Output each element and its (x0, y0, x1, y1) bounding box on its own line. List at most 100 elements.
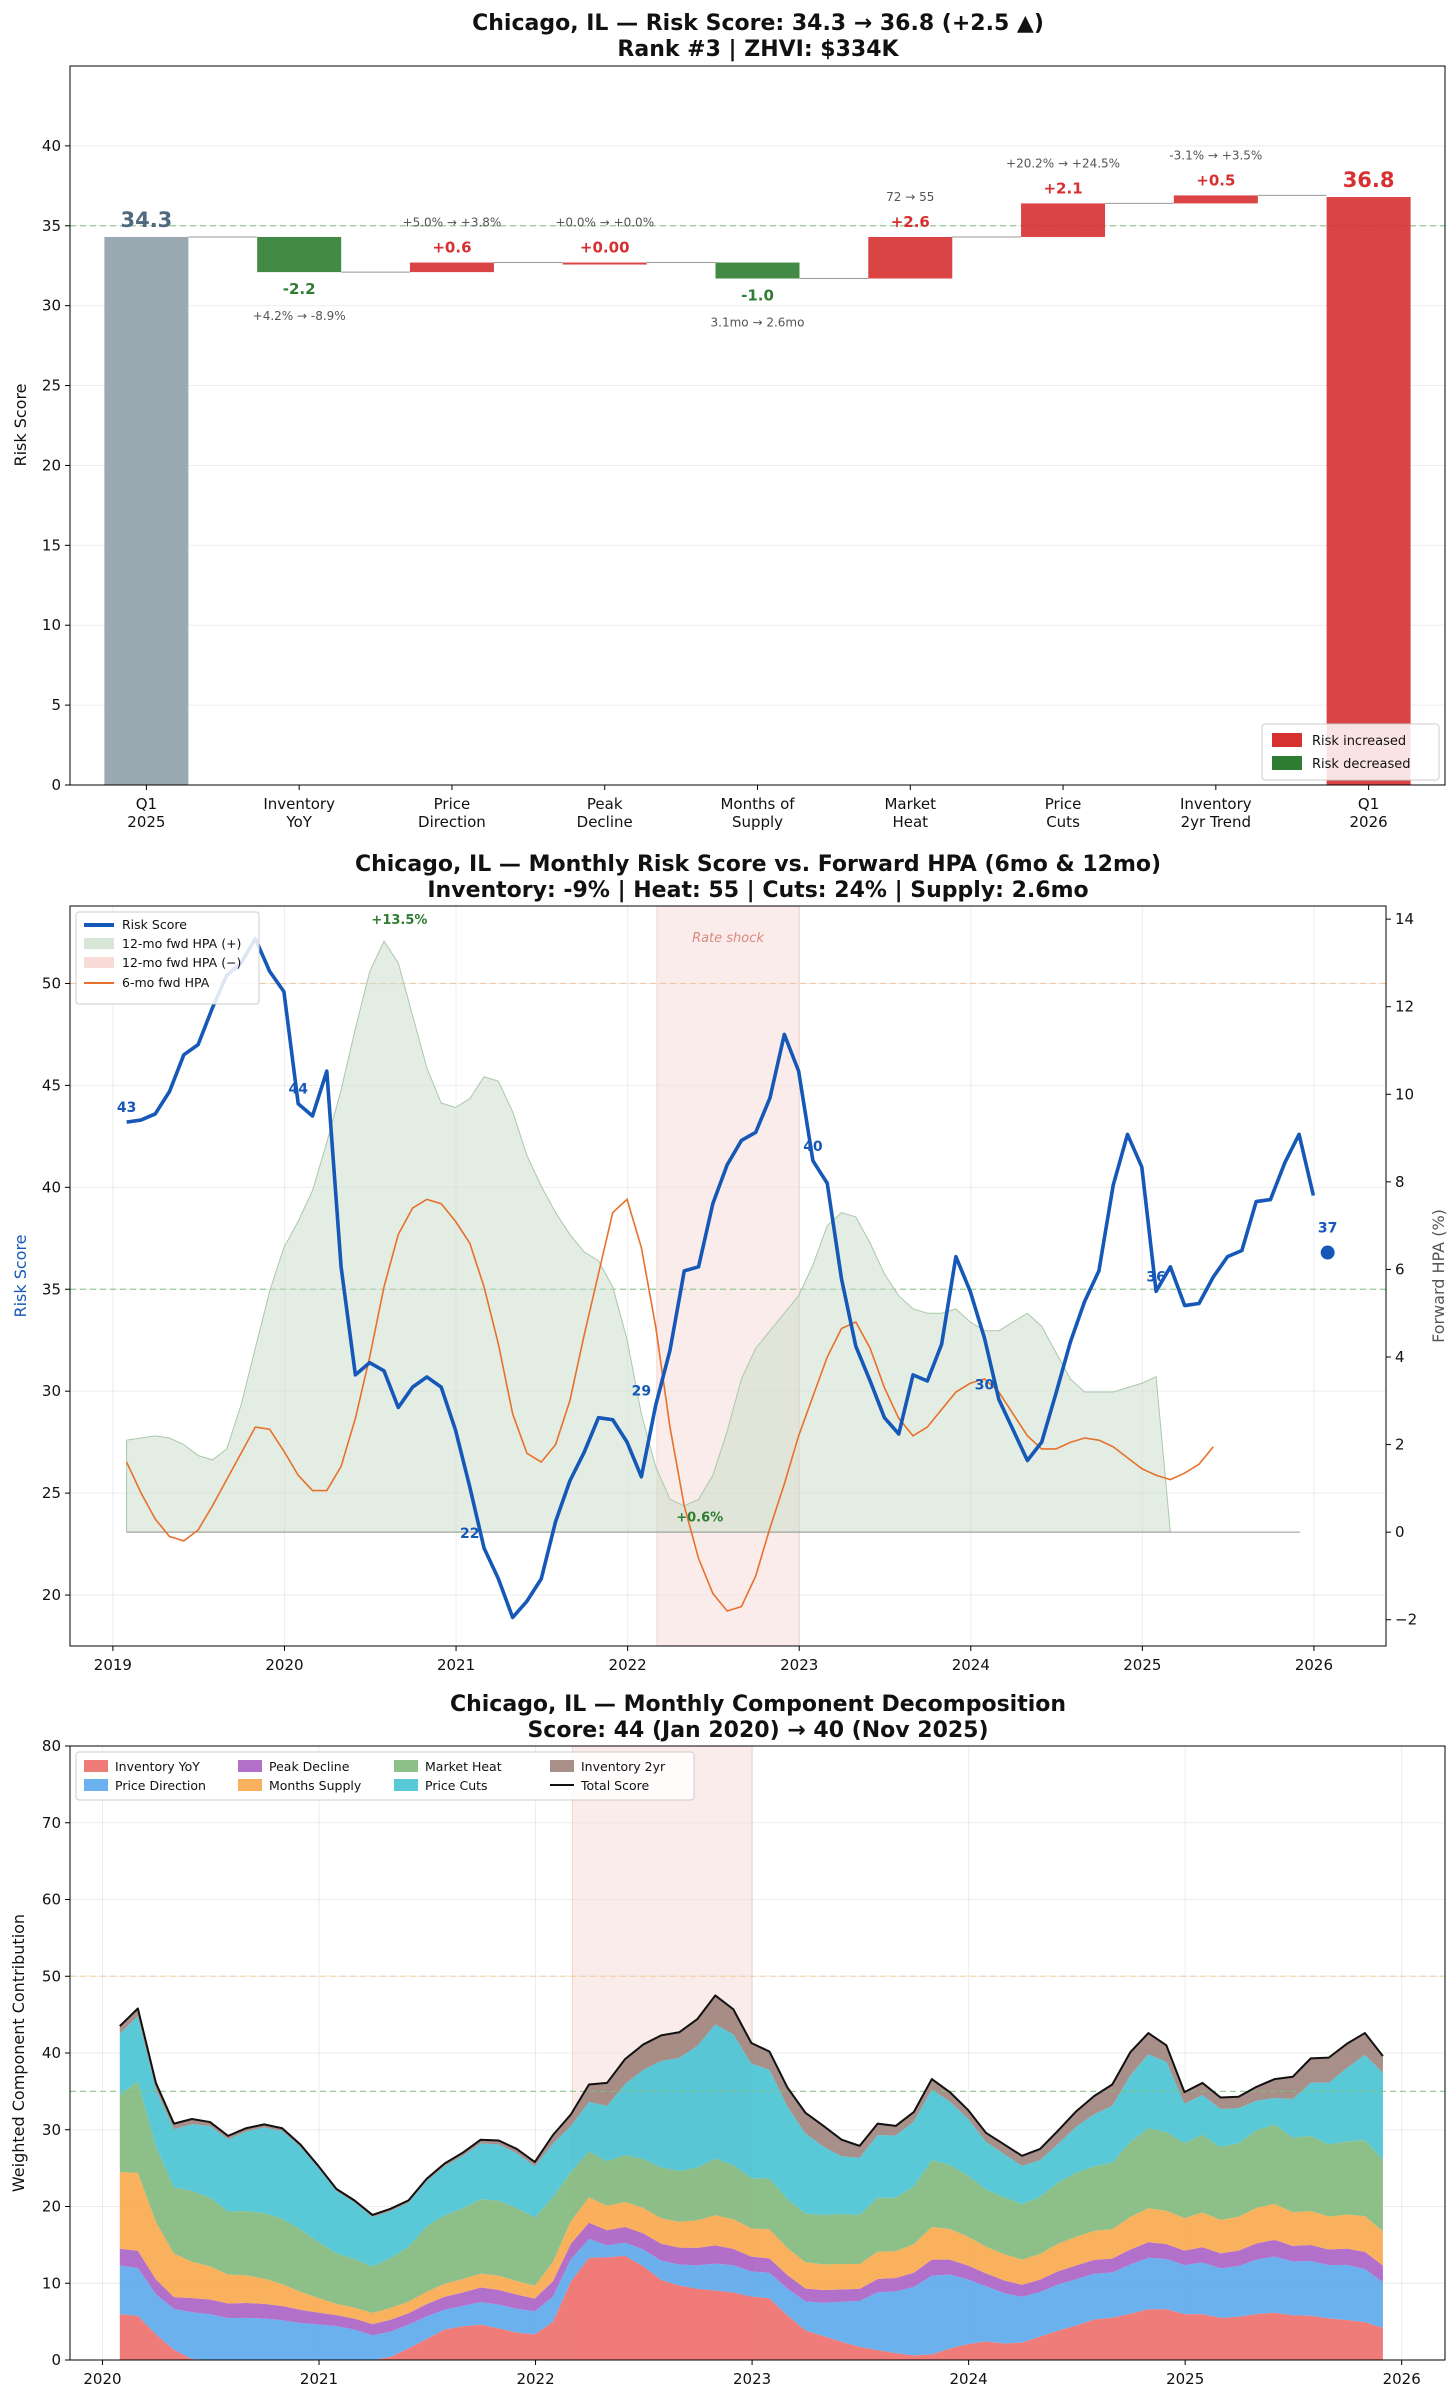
y-tick-label: 70 (42, 1814, 61, 1832)
waterfall-bar (1021, 203, 1106, 237)
waterfall-bar (104, 236, 189, 785)
risk-score-point-label: 22 (460, 1526, 479, 1542)
y-left-tick-label: 40 (42, 1178, 61, 1196)
y-right-tick-label: 12 (1395, 998, 1414, 1016)
delta-value-label: -2.2 (283, 280, 316, 298)
y-right-tick-label: 8 (1395, 1173, 1405, 1191)
decomposition-subtitle: Score: 44 (Jan 2020) → 40 (Nov 2025) (527, 1718, 988, 1743)
legend-label: Peak Decline (269, 1759, 350, 1774)
waterfall-bar (562, 262, 647, 265)
legend-label: Market Heat (425, 1759, 502, 1774)
risk-score-line (126, 936, 1316, 1620)
legend-label: Inventory YoY (115, 1759, 200, 1774)
y-right-tick-label: 4 (1395, 1348, 1405, 1366)
legend-hpa12-neg-swatch (84, 957, 114, 968)
legend-swatch (394, 1779, 418, 1791)
x-tick-label: 2020 (265, 1656, 303, 1674)
x-tick-label: 2021 (437, 1656, 475, 1674)
x-tick-label: Peak (587, 795, 623, 813)
delta-note-label: -3.1% → +3.5% (1169, 148, 1262, 162)
y-tick-label: 5 (51, 696, 61, 714)
legend-hpa12-pos-label: 12-mo fwd HPA (+) (122, 936, 241, 951)
total-value-label: 34.3 (120, 208, 172, 232)
y-left-tick-label: 30 (42, 1382, 61, 1400)
waterfall-bar (715, 262, 800, 279)
y-tick-label: 0 (51, 776, 61, 794)
y-tick-label: 10 (42, 616, 61, 634)
legend-swatch (238, 1760, 262, 1772)
y-tick-label: 30 (42, 2121, 61, 2139)
y-tick-label: 30 (42, 297, 61, 315)
x-tick-label: Decline (577, 813, 633, 831)
waterfall-legend: Risk increased Risk decreased (1261, 723, 1440, 781)
y-tick-label: 40 (42, 137, 61, 155)
rate-shock-band (656, 905, 800, 1647)
legend-swatch (550, 1760, 574, 1772)
waterfall-panel: Chicago, IL — Risk Score: 34.3 → 36.8 (+… (11, 11, 1446, 831)
legend-label: Price Cuts (425, 1778, 488, 1793)
y-tick-label: 35 (42, 217, 61, 235)
risk-hpa-right-axis-label: Forward HPA (%) (1429, 1209, 1448, 1343)
delta-note-label: +4.2% → -8.9% (253, 309, 346, 323)
x-tick-label: 2025 (1123, 1656, 1161, 1674)
component-area-price-cuts (119, 2016, 1383, 2267)
decomposition-panel: Chicago, IL — Monthly Component Decompos… (9, 1692, 1446, 2388)
component-area-peak-decline (119, 2222, 1383, 2336)
total-score-line (119, 1994, 1384, 2216)
legend-label: Months Supply (269, 1778, 362, 1793)
rate-shock-label: Rate shock (692, 931, 764, 946)
risk-score-point-label: 44 (288, 1082, 308, 1098)
x-tick-label: Inventory (1180, 795, 1252, 813)
x-tick-label: Months of (720, 795, 795, 813)
legend-decrease-label: Risk decreased (1312, 757, 1411, 772)
legend-swatch (84, 1779, 108, 1791)
legend-swatch (238, 1779, 262, 1791)
delta-note-label: +5.0% → +3.8% (403, 216, 502, 230)
decomposition-legend: Inventory YoY Price Direction Peak Decline… (75, 1751, 695, 1801)
legend-increase-swatch (1272, 733, 1302, 747)
waterfall-bar (1173, 195, 1258, 204)
risk-score-point-label: 43 (117, 1100, 136, 1116)
risk-score-end-label: 37 (1318, 1221, 1337, 1237)
x-tick-label: 2026 (1295, 1656, 1333, 1674)
legend-risk-label: Risk Score (122, 917, 187, 932)
x-tick-label: 2026 (1350, 813, 1388, 831)
component-area-price-direction (119, 2238, 1383, 2360)
y-tick-label: 20 (42, 456, 61, 474)
delta-note-label: +20.2% → +24.5% (1006, 156, 1120, 170)
y-left-tick-label: 20 (42, 1586, 61, 1604)
waterfall-bar (257, 236, 342, 273)
delta-value-label: +0.6 (432, 239, 471, 257)
x-tick-label: Price (1045, 795, 1082, 813)
legend-label: Inventory 2yr (581, 1759, 666, 1774)
total-value-label: 36.8 (1343, 168, 1395, 192)
risk-score-point-label: 29 (632, 1383, 651, 1399)
legend-swatch (84, 1760, 108, 1772)
y-tick-label: 80 (42, 1737, 61, 1755)
hpa-6mo-line (125, 1197, 1214, 1612)
y-tick-label: 50 (42, 1967, 61, 1985)
y-left-tick-label: 25 (42, 1484, 61, 1502)
x-tick-label: Q1 (136, 795, 157, 813)
y-right-tick-label: 6 (1395, 1260, 1405, 1278)
risk-score-point-label: 30 (975, 1377, 995, 1393)
decomposition-y-axis-label: Weighted Component Contribution (9, 1914, 28, 2192)
component-area-inventory-yoy (119, 2255, 1383, 2360)
x-tick-label: 2yr Trend (1181, 813, 1251, 831)
waterfall-bar (1326, 197, 1411, 786)
legend-hpa6-label: 6-mo fwd HPA (122, 975, 210, 990)
x-tick-label: 2025 (1166, 2370, 1204, 2388)
x-tick-label: Cuts (1046, 813, 1080, 831)
risk-hpa-legend: Risk Score 12-mo fwd HPA (+) 12-mo fwd H… (75, 911, 260, 1005)
decomposition-title: Chicago, IL — Monthly Component Decompos… (450, 1692, 1066, 1717)
x-tick-label: 2024 (950, 2370, 988, 2388)
component-area-months-supply (119, 2171, 1383, 2325)
x-tick-label: Inventory (263, 795, 335, 813)
delta-value-label: +2.1 (1043, 179, 1082, 197)
waterfall-title: Chicago, IL — Risk Score: 34.3 → 36.8 (+… (472, 11, 1044, 36)
x-tick-label: 2023 (733, 2370, 771, 2388)
x-tick-label: Supply (732, 813, 783, 831)
y-tick-label: 15 (42, 536, 61, 554)
y-left-tick-label: 50 (42, 974, 61, 992)
